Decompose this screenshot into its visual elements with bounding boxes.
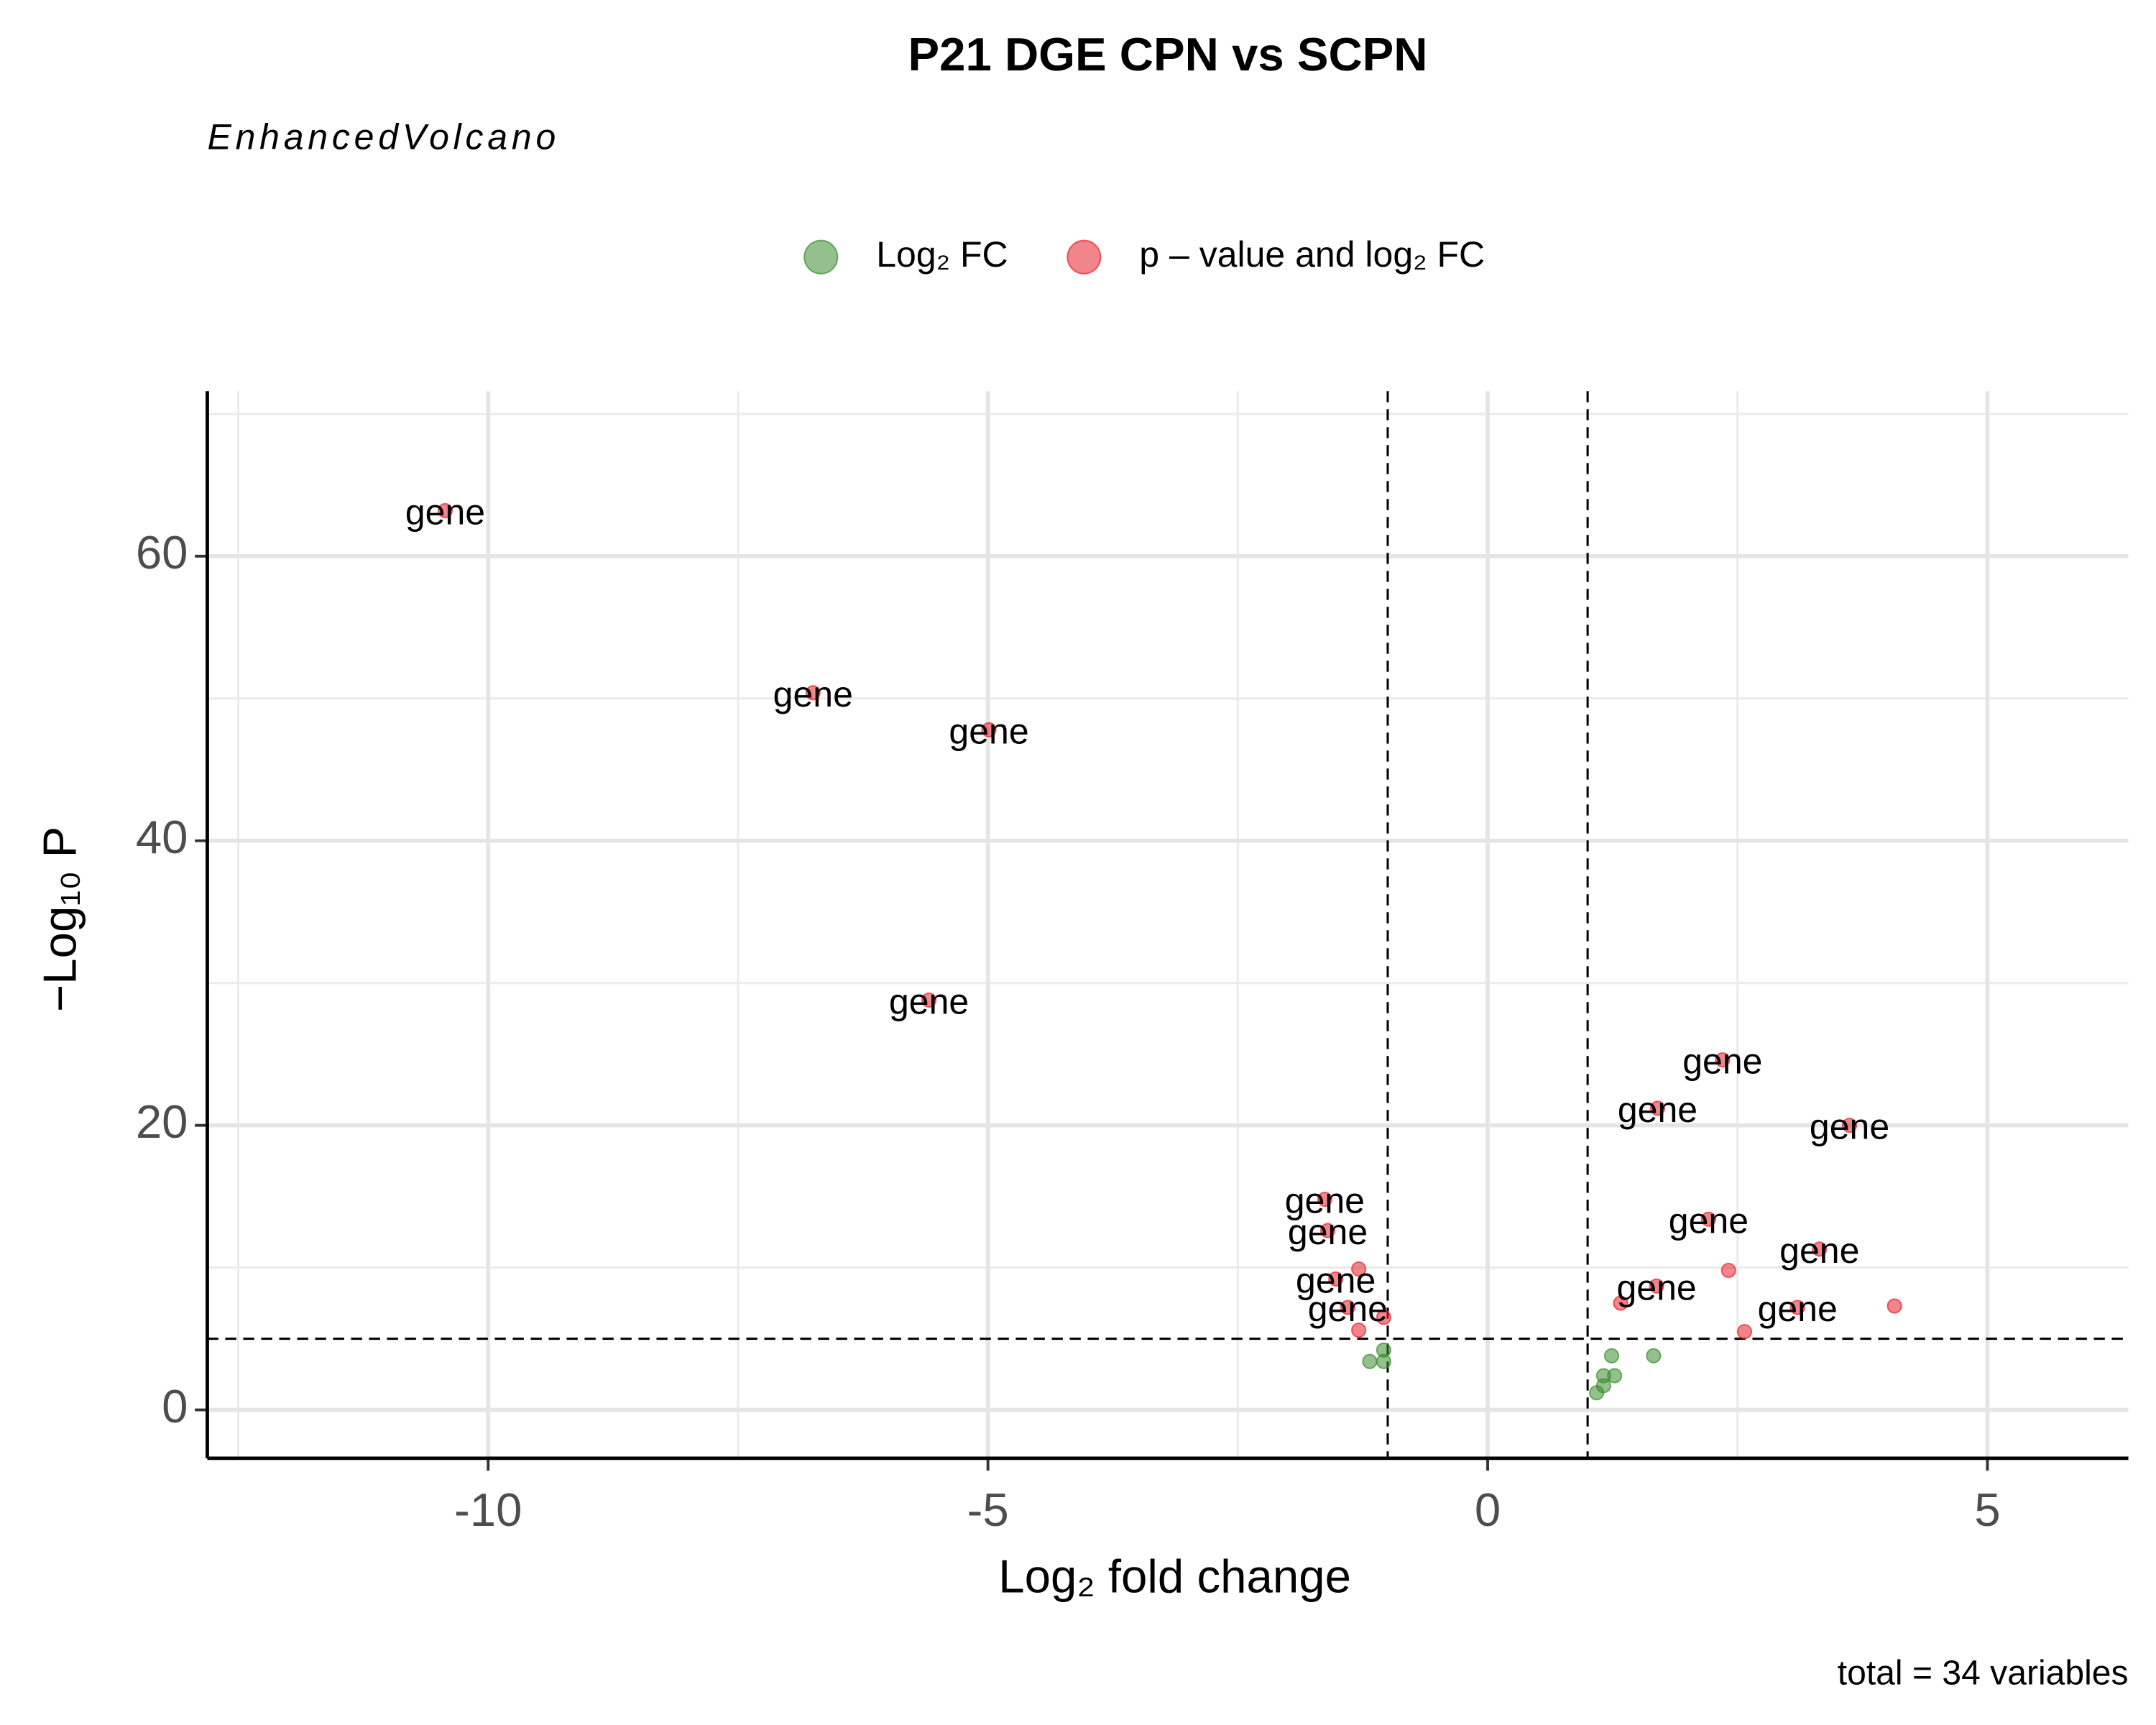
- x-tick-label: -5: [967, 1484, 1009, 1536]
- point-label: gene: [1616, 1267, 1696, 1307]
- y-tick-label: 40: [136, 811, 188, 863]
- legend-swatch: [803, 239, 839, 275]
- caption: total = 34 variables: [1838, 1653, 2129, 1692]
- data-point: [1376, 1353, 1391, 1369]
- point-label: gene: [889, 981, 969, 1021]
- y-tick-label: 60: [136, 526, 188, 579]
- data-point: [1376, 1310, 1391, 1325]
- data-point: [1351, 1261, 1367, 1277]
- point-label: gene: [405, 492, 485, 532]
- data-point: [1736, 1324, 1753, 1340]
- data-point: [1589, 1385, 1605, 1401]
- y-tick-label: 20: [136, 1095, 188, 1148]
- data-point: [1340, 1300, 1355, 1315]
- point-label: gene: [1669, 1200, 1749, 1241]
- data-point: [1319, 1223, 1336, 1238]
- data-point: [1649, 1278, 1664, 1294]
- data-point: [1649, 1100, 1666, 1116]
- point-label: gene: [1296, 1260, 1376, 1300]
- data-point: [1603, 1348, 1620, 1363]
- chart-subtitle: EnhancedVolcano: [207, 116, 560, 157]
- data-point: [1700, 1211, 1716, 1227]
- point-label: gene: [1758, 1289, 1838, 1329]
- legend-label: p – value and log₂ FC: [1139, 234, 1485, 275]
- data-point: [1362, 1353, 1378, 1369]
- data-point: [1789, 1300, 1805, 1315]
- point-label: gene: [1618, 1090, 1697, 1130]
- data-point: [1328, 1271, 1344, 1287]
- legend-swatch: [1067, 239, 1102, 275]
- data-point: [1351, 1322, 1367, 1338]
- data-point: [1720, 1262, 1736, 1279]
- chart-title: P21 DGE CPN vs SCPN: [908, 28, 1427, 80]
- point-label: gene: [949, 711, 1028, 751]
- point-label: gene: [1779, 1230, 1859, 1271]
- point-label: gene: [1308, 1289, 1388, 1329]
- data-point: [1841, 1118, 1858, 1133]
- y-axis-label: −Log₁₀ P: [34, 827, 86, 1012]
- x-tick-label: -10: [454, 1484, 522, 1536]
- data-point: [921, 992, 937, 1008]
- data-point: [1715, 1052, 1731, 1068]
- data-point: [981, 722, 997, 737]
- point-label: gene: [1682, 1041, 1762, 1082]
- x-tick-label: 5: [1974, 1484, 2000, 1536]
- y-tick-label: 0: [162, 1380, 188, 1432]
- x-axis-label: Log₂ fold change: [998, 1550, 1351, 1602]
- data-point: [1886, 1298, 1902, 1314]
- point-label: gene: [1288, 1212, 1368, 1252]
- data-point: [1613, 1295, 1628, 1311]
- point-label: gene: [1285, 1181, 1365, 1221]
- point-label: gene: [1810, 1107, 1889, 1147]
- data-point: [805, 685, 821, 701]
- data-point: [1607, 1368, 1623, 1384]
- legend-label: Log₂ FC: [876, 234, 1008, 275]
- data-point: [437, 502, 453, 519]
- data-point: [1812, 1241, 1828, 1257]
- x-tick-label: 0: [1475, 1484, 1501, 1536]
- data-point: [1646, 1348, 1662, 1363]
- point-label: gene: [773, 674, 853, 714]
- data-point: [1317, 1192, 1332, 1208]
